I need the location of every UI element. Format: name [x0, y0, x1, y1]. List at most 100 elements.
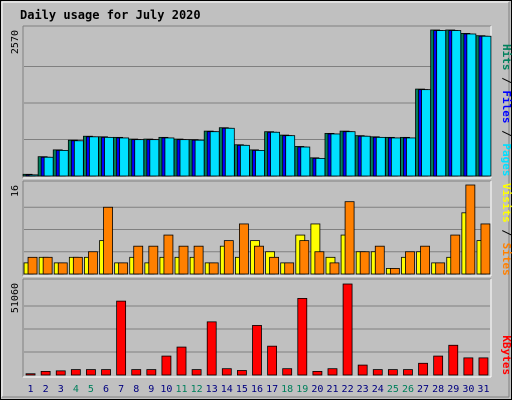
day-label-27: 27 [417, 384, 429, 395]
bar-kbytes-day-14 [221, 368, 232, 376]
legend-part: Hits [500, 44, 512, 71]
bar-pages-day-19 [300, 146, 311, 177]
bar-sites-day-29 [450, 234, 461, 275]
day-labels: 1 2 3 4 5 6 7 8 9 10 11 12 13 14 15 16 17 18 19 20 21 22 23 24 2… [28, 384, 490, 395]
legend-part: Sites [500, 243, 512, 276]
series-kbytes [25, 283, 489, 376]
day-label-16: 16 [251, 384, 263, 395]
bar-pages-day-29 [451, 30, 462, 177]
bar-kbytes-day-16 [252, 325, 262, 376]
panel-visits-sites: 16 Visits / Sites [10, 180, 512, 277]
bar-kbytes-day-10 [161, 355, 172, 376]
day-label-23: 23 [357, 384, 369, 395]
day-label-14: 14 [221, 384, 233, 395]
day-label-7: 7 [118, 384, 124, 395]
day-label-13: 13 [206, 384, 218, 395]
bar-kbytes-day-26 [403, 369, 413, 376]
bar-sites-day-6 [103, 206, 113, 275]
day-label-18: 18 [281, 384, 293, 395]
bar-pages-day-5 [89, 136, 99, 177]
bar-pages-day-21 [330, 133, 341, 177]
ymax-label: 51060 [10, 283, 21, 313]
bar-pages-day-24 [375, 136, 386, 177]
day-label-22: 22 [342, 384, 354, 395]
bar-kbytes-day-1 [25, 373, 36, 376]
bar-sites-day-2 [42, 256, 53, 275]
bar-sites-day-5 [88, 251, 98, 275]
bar-pages-day-16 [255, 150, 265, 177]
day-label-28: 28 [432, 384, 444, 395]
bar-pages-day-13 [209, 131, 220, 177]
bar-pages-day-12 [194, 139, 205, 177]
ymax-label: 2570 [10, 30, 21, 54]
chart-panels: 2570 Hits / Files / Pages 16 Visits / Sites… [10, 25, 512, 378]
ymax-label: 16 [10, 185, 21, 197]
day-label-24: 24 [372, 384, 384, 395]
bar-kbytes-day-23 [357, 364, 368, 376]
bar-pages-day-7 [119, 137, 130, 177]
legend-part: / [500, 124, 512, 144]
bar-pages-day-2 [43, 156, 54, 177]
bar-pages-day-14 [224, 127, 235, 177]
bar-pages-day-26 [406, 137, 416, 177]
day-label-31: 31 [477, 384, 489, 395]
bar-sites-day-27 [420, 245, 430, 275]
day-label-10: 10 [160, 384, 172, 395]
day-label-25: 25 [387, 384, 399, 395]
bar-pages-day-18 [285, 135, 296, 177]
day-label-29: 29 [447, 384, 459, 395]
bar-sites-day-9 [148, 245, 159, 275]
bar-kbytes-day-20 [312, 370, 323, 376]
bar-pages-day-27 [421, 89, 431, 177]
legend-part: / [500, 71, 512, 91]
bar-sites-day-31 [480, 223, 491, 275]
day-label-8: 8 [133, 384, 139, 395]
bar-kbytes-day-9 [146, 369, 157, 376]
bar-kbytes-day-30 [463, 357, 474, 376]
bar-pages-day-6 [104, 136, 114, 177]
day-label-9: 9 [148, 384, 154, 395]
bar-sites-day-8 [133, 245, 144, 275]
bar-sites-day-18 [284, 262, 295, 275]
day-label-17: 17 [266, 384, 278, 395]
bar-sites-day-28 [435, 262, 446, 275]
bar-kbytes-day-25 [387, 369, 398, 376]
bar-pages-day-9 [149, 139, 160, 177]
legend-part: Visits [500, 183, 512, 223]
legend-part: KBytes [500, 335, 512, 375]
bar-kbytes-day-7 [116, 300, 127, 376]
bar-kbytes-day-6 [101, 369, 111, 376]
bar-kbytes-day-27 [418, 362, 428, 376]
panel-kbytes: 51060 KBytes [10, 278, 512, 378]
day-label-26: 26 [402, 384, 414, 395]
bar-kbytes-day-15 [237, 370, 247, 376]
day-label-5: 5 [88, 384, 94, 395]
bar-pages-day-25 [390, 137, 401, 177]
bar-kbytes-day-11 [176, 346, 187, 376]
bar-sites-day-17 [269, 256, 279, 275]
legend-part: Files [500, 90, 512, 123]
bar-kbytes-day-3 [55, 370, 66, 376]
series-pages [28, 30, 492, 177]
panel-legend: Visits / Sites [500, 183, 512, 276]
day-label-11: 11 [175, 384, 187, 395]
bar-pages-day-11 [179, 139, 190, 177]
bar-kbytes-day-29 [448, 344, 459, 376]
bar-kbytes-day-13 [206, 321, 217, 376]
bar-sites-day-21 [329, 262, 340, 275]
bar-pages-day-10 [164, 137, 175, 177]
day-label-6: 6 [103, 384, 109, 395]
panel-hits-files-pages: 2570 Hits / Files / Pages [10, 25, 512, 179]
bar-kbytes-day-5 [86, 369, 96, 376]
bar-sites-day-4 [72, 256, 83, 275]
bar-pages-day-30 [466, 33, 477, 177]
day-label-20: 20 [311, 384, 323, 395]
bar-pages-day-22 [345, 131, 356, 177]
bar-pages-day-31 [481, 35, 492, 177]
bar-sites-day-16 [254, 245, 264, 275]
bar-sites-day-19 [299, 240, 310, 275]
day-label-15: 15 [236, 384, 248, 395]
bar-kbytes-day-8 [131, 369, 142, 376]
bar-kbytes-day-24 [372, 369, 383, 376]
panel-legend: Hits / Files / Pages [500, 44, 512, 177]
